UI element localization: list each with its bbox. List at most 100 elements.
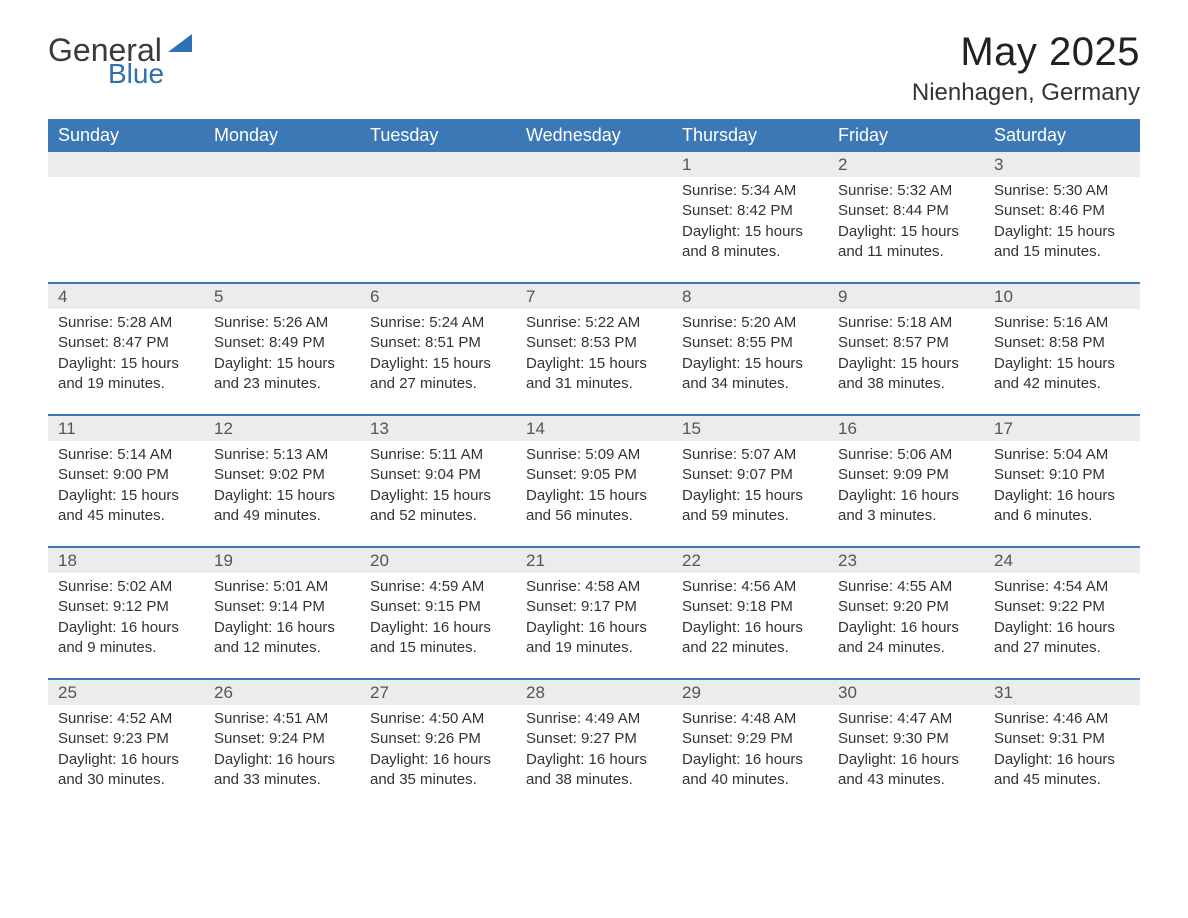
sunset-text: Sunset: 8:58 PM xyxy=(994,333,1130,353)
sunrise-text: Sunrise: 5:32 AM xyxy=(838,181,974,201)
sunset-text: Sunset: 9:15 PM xyxy=(370,597,506,617)
daylight-text: Daylight: 16 hours and 43 minutes. xyxy=(838,750,974,791)
sunrise-text: Sunrise: 4:49 AM xyxy=(526,709,662,729)
day-number: 9 xyxy=(828,284,984,309)
day-number: 27 xyxy=(360,680,516,705)
sunrise-text: Sunrise: 5:14 AM xyxy=(58,445,194,465)
week-daynum-row: 123 xyxy=(48,152,1140,177)
sunset-text: Sunset: 9:20 PM xyxy=(838,597,974,617)
daylight-text: Daylight: 16 hours and 40 minutes. xyxy=(682,750,818,791)
day-number: 3 xyxy=(984,152,1140,177)
day-number: 17 xyxy=(984,416,1140,441)
day-cell: Sunrise: 5:11 AMSunset: 9:04 PMDaylight:… xyxy=(360,441,516,546)
sunrise-text: Sunrise: 5:09 AM xyxy=(526,445,662,465)
day-cell: Sunrise: 4:46 AMSunset: 9:31 PMDaylight:… xyxy=(984,705,1140,810)
day-cell: Sunrise: 4:52 AMSunset: 9:23 PMDaylight:… xyxy=(48,705,204,810)
day-cell: Sunrise: 4:56 AMSunset: 9:18 PMDaylight:… xyxy=(672,573,828,678)
sunrise-text: Sunrise: 5:22 AM xyxy=(526,313,662,333)
logo-triangle-icon xyxy=(168,34,192,52)
day-number: 7 xyxy=(516,284,672,309)
day-cell: Sunrise: 5:34 AMSunset: 8:42 PMDaylight:… xyxy=(672,177,828,282)
day-number: 31 xyxy=(984,680,1140,705)
day-cell xyxy=(48,177,204,282)
daylight-text: Daylight: 16 hours and 27 minutes. xyxy=(994,618,1130,659)
daylight-text: Daylight: 15 hours and 42 minutes. xyxy=(994,354,1130,395)
daylight-text: Daylight: 16 hours and 9 minutes. xyxy=(58,618,194,659)
week-daynum-row: 11121314151617 xyxy=(48,414,1140,441)
day-number: 28 xyxy=(516,680,672,705)
sunset-text: Sunset: 9:22 PM xyxy=(994,597,1130,617)
sunset-text: Sunset: 9:23 PM xyxy=(58,729,194,749)
sunrise-text: Sunrise: 5:26 AM xyxy=(214,313,350,333)
week-body-row: Sunrise: 5:28 AMSunset: 8:47 PMDaylight:… xyxy=(48,309,1140,414)
day-of-week-cell: Tuesday xyxy=(360,119,516,152)
sunset-text: Sunset: 9:18 PM xyxy=(682,597,818,617)
sunrise-text: Sunrise: 4:54 AM xyxy=(994,577,1130,597)
day-number: 15 xyxy=(672,416,828,441)
sunrise-text: Sunrise: 5:34 AM xyxy=(682,181,818,201)
day-number xyxy=(516,152,672,177)
day-of-week-cell: Monday xyxy=(204,119,360,152)
day-number xyxy=(48,152,204,177)
sunset-text: Sunset: 9:07 PM xyxy=(682,465,818,485)
daylight-text: Daylight: 15 hours and 52 minutes. xyxy=(370,486,506,527)
day-number: 14 xyxy=(516,416,672,441)
week-daynum-row: 25262728293031 xyxy=(48,678,1140,705)
week-daynum-row: 45678910 xyxy=(48,282,1140,309)
day-cell: Sunrise: 4:48 AMSunset: 9:29 PMDaylight:… xyxy=(672,705,828,810)
sunrise-text: Sunrise: 4:52 AM xyxy=(58,709,194,729)
sunrise-text: Sunrise: 5:01 AM xyxy=(214,577,350,597)
daylight-text: Daylight: 16 hours and 19 minutes. xyxy=(526,618,662,659)
daylight-text: Daylight: 16 hours and 12 minutes. xyxy=(214,618,350,659)
daylight-text: Daylight: 15 hours and 27 minutes. xyxy=(370,354,506,395)
week-body-row: Sunrise: 4:52 AMSunset: 9:23 PM Daylight:… xyxy=(48,705,1140,810)
sunset-text: Sunset: 9:12 PM xyxy=(58,597,194,617)
daylight-text: Daylight: 16 hours and 22 minutes. xyxy=(682,618,818,659)
day-number: 23 xyxy=(828,548,984,573)
daylight-text: Daylight: 16 hours and 35 minutes. xyxy=(370,750,506,791)
sunset-text: Sunset: 9:17 PM xyxy=(526,597,662,617)
day-cell: Sunrise: 5:02 AMSunset: 9:12 PMDaylight:… xyxy=(48,573,204,678)
day-number: 21 xyxy=(516,548,672,573)
day-cell: Sunrise: 5:16 AMSunset: 8:58 PMDaylight:… xyxy=(984,309,1140,414)
daylight-text: Daylight: 15 hours and 31 minutes. xyxy=(526,354,662,395)
day-number: 22 xyxy=(672,548,828,573)
day-number: 11 xyxy=(48,416,204,441)
sunset-text: Sunset: 8:49 PM xyxy=(214,333,350,353)
day-number: 5 xyxy=(204,284,360,309)
day-cell: Sunrise: 4:59 AMSunset: 9:15 PMDaylight:… xyxy=(360,573,516,678)
calendar: SundayMondayTuesdayWednesdayThursdayFrid… xyxy=(48,119,1140,810)
sunrise-text: Sunrise: 5:13 AM xyxy=(214,445,350,465)
day-cell: Sunrise: 5:32 AMSunset: 8:44 PMDaylight:… xyxy=(828,177,984,282)
day-cell xyxy=(516,177,672,282)
sunset-text: Sunset: 9:14 PM xyxy=(214,597,350,617)
sunset-text: Sunset: 8:47 PM xyxy=(58,333,194,353)
day-cell: Sunrise: 4:50 AMSunset: 9:26 PMDaylight:… xyxy=(360,705,516,810)
sunrise-text: Sunrise: 5:06 AM xyxy=(838,445,974,465)
day-cell: Sunrise: 5:18 AMSunset: 8:57 PMDaylight:… xyxy=(828,309,984,414)
daylight-text: Daylight: 16 hours and 6 minutes. xyxy=(994,486,1130,527)
sunset-text: Sunset: 9:26 PM xyxy=(370,729,506,749)
sunrise-text: Sunrise: 4:46 AM xyxy=(994,709,1130,729)
day-number xyxy=(204,152,360,177)
day-cell: Sunrise: 4:49 AMSunset: 9:27 PMDaylight:… xyxy=(516,705,672,810)
day-cell: Sunrise: 5:30 AMSunset: 8:46 PMDaylight:… xyxy=(984,177,1140,282)
sunrise-text: Sunrise: 4:48 AM xyxy=(682,709,818,729)
weeks-container: 123Sunrise: 5:34 AMSunset: 8:42 PMDaylig… xyxy=(48,152,1140,810)
day-cell: Sunrise: 5:09 AMSunset: 9:05 PMDaylight:… xyxy=(516,441,672,546)
day-number: 16 xyxy=(828,416,984,441)
day-cell: Sunrise: 4:51 AMSunset: 9:24 PMDaylight:… xyxy=(204,705,360,810)
sunset-text: Sunset: 9:24 PM xyxy=(214,729,350,749)
daylight-text: Daylight: 16 hours and 45 minutes. xyxy=(994,750,1130,791)
sunset-text: Sunset: 9:30 PM xyxy=(838,729,974,749)
sunrise-text: Sunrise: 4:55 AM xyxy=(838,577,974,597)
day-number: 30 xyxy=(828,680,984,705)
sunset-text: Sunset: 9:02 PM xyxy=(214,465,350,485)
day-number: 19 xyxy=(204,548,360,573)
day-cell xyxy=(204,177,360,282)
daylight-text: Daylight: 15 hours and 23 minutes. xyxy=(214,354,350,395)
day-number: 29 xyxy=(672,680,828,705)
day-number: 1 xyxy=(672,152,828,177)
daylight-text: Daylight: 15 hours and 45 minutes. xyxy=(58,486,194,527)
sunrise-text: Sunrise: 4:59 AM xyxy=(370,577,506,597)
